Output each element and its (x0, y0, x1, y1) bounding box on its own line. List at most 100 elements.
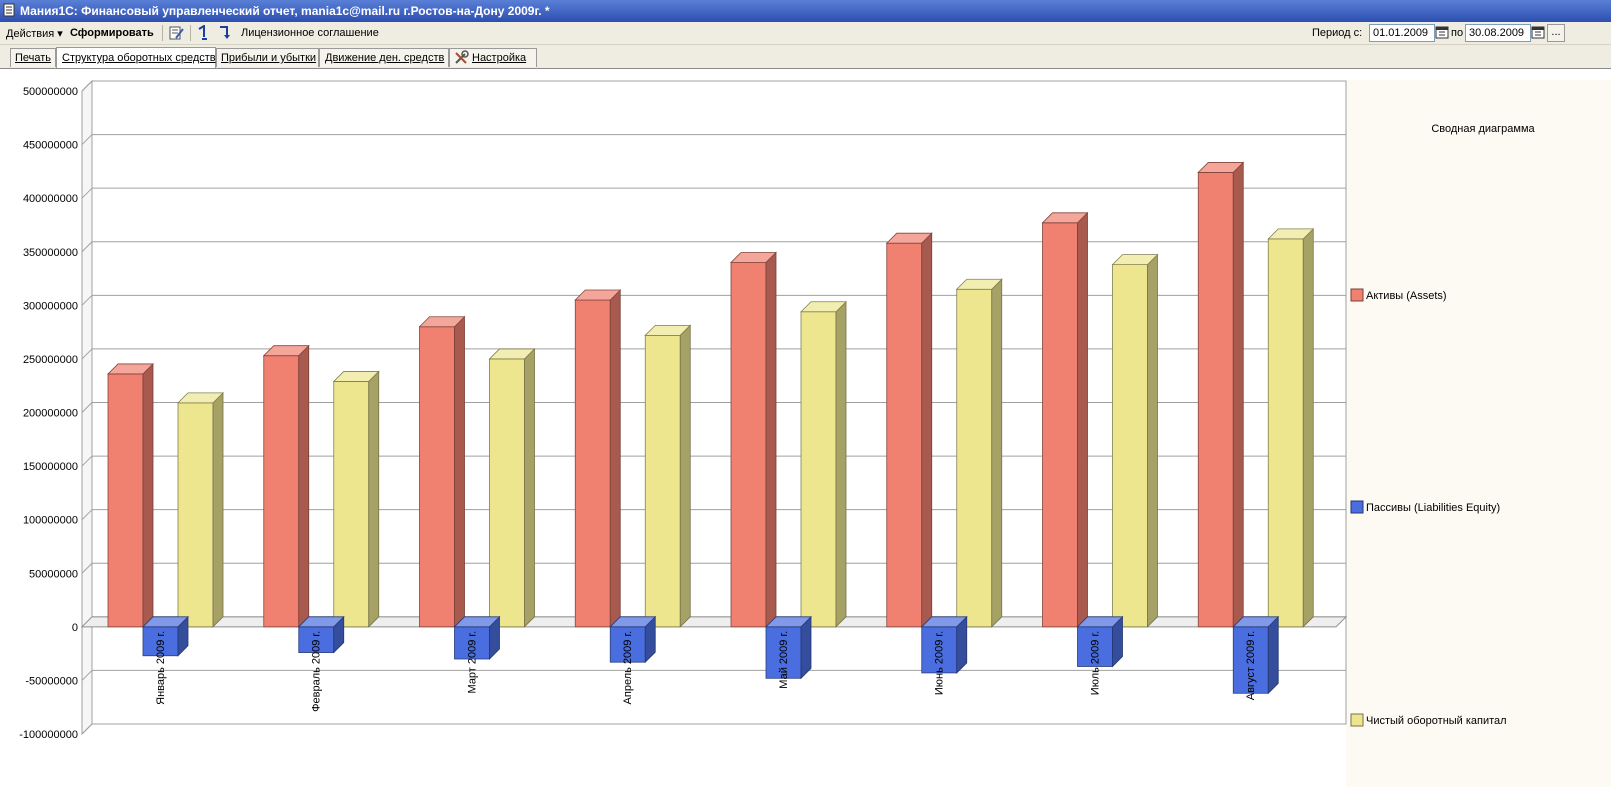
bar-front (574, 299, 611, 628)
bar-front (1267, 238, 1304, 628)
bar-side (800, 615, 812, 680)
bar-side (368, 370, 380, 628)
bar-assets (885, 232, 933, 628)
gridline (81, 294, 93, 306)
bar-front (730, 262, 767, 628)
bar-side (142, 362, 154, 628)
bar-liabilities (765, 615, 812, 680)
period-to-label: по (1451, 27, 1464, 39)
actions-menu[interactable]: Действия ▾ (6, 27, 63, 40)
bar-top (418, 316, 466, 328)
tab-label: Структура оборотных средств (62, 52, 216, 64)
calendar-icon[interactable] (1435, 25, 1449, 39)
gridline (81, 509, 93, 521)
generate-button[interactable]: Сформировать (70, 27, 154, 39)
tab-current-assets-structure[interactable]: Структура оборотных средств (56, 47, 216, 68)
actions-label: Действия (6, 28, 55, 40)
help-icon[interactable] (196, 25, 210, 41)
bar-liabilities (1076, 615, 1124, 668)
bar-liabilities (142, 615, 189, 657)
bar-side (524, 347, 535, 628)
tab-label: Прибыли и убытки (221, 52, 317, 64)
bar-top (765, 616, 812, 628)
bar-top (574, 289, 622, 301)
bar-top (1197, 162, 1245, 173)
y-tick-label: 200000000 (23, 408, 78, 420)
tab-profit-loss[interactable]: Прибыли и убытки (216, 48, 319, 67)
y-tick-label: 150000000 (23, 461, 78, 473)
bar-side (298, 344, 310, 628)
x-tick-label: Май 2009 г. (778, 631, 790, 689)
bar-front (1197, 172, 1234, 628)
bar-top (885, 232, 933, 244)
bar-front (956, 288, 993, 628)
bar-working-capital (177, 391, 224, 628)
tab-settings[interactable]: Настройка (449, 48, 537, 67)
license-agreement-button[interactable]: Лицензионное соглашение (241, 27, 379, 39)
bar-front (1077, 626, 1113, 667)
x-tick-label: Март 2009 г. (466, 631, 478, 694)
bar-top (800, 301, 847, 313)
bar-side (454, 315, 465, 628)
y-tick-label: 350000000 (23, 247, 78, 259)
chart-title: Сводная диаграмма (1431, 123, 1535, 135)
legend-label: Чистый оборотный капитал (1366, 715, 1507, 727)
bar-top (107, 363, 154, 375)
bar-side (1077, 211, 1088, 628)
bar-side (609, 289, 621, 628)
gridline (81, 402, 93, 413)
bar-side (1232, 161, 1244, 628)
period-from-field[interactable]: 01.01.2009 (1369, 24, 1435, 42)
bar-front (886, 242, 923, 628)
bar-working-capital (1267, 227, 1315, 628)
calendar-icon[interactable] (1531, 25, 1545, 39)
bar-top (920, 616, 968, 628)
arrow-icon[interactable] (218, 25, 234, 41)
bar-working-capital (488, 347, 536, 628)
period-to-field[interactable]: 30.08.2009 (1465, 24, 1531, 42)
legend-label: Пассивы (Liabilities Equity) (1366, 502, 1500, 514)
period-select-button[interactable]: ... (1547, 24, 1565, 42)
report-area: 500000000 450000000 400000000 350000000 3000… (0, 69, 1611, 787)
dropdown-arrow-icon: ▾ (57, 28, 63, 40)
edit-icon[interactable] (168, 25, 184, 41)
bar-working-capital (955, 278, 1003, 628)
bar-top (955, 278, 1003, 290)
bar-top (332, 371, 380, 382)
gridline (81, 670, 93, 681)
x-tick-label: Февраль 2009 г. (311, 631, 323, 712)
bar-front (263, 355, 300, 628)
title-bar: Мания1С: Финансовый управленческий отчет… (0, 0, 1611, 22)
bar-top (142, 616, 189, 628)
bar-front (419, 326, 455, 628)
bar-side (212, 391, 224, 628)
bar-top (177, 392, 224, 404)
tab-label: Настройка (472, 52, 527, 64)
toolbar-separator (162, 25, 163, 41)
bar-liabilities (297, 615, 345, 654)
bar-top (262, 345, 310, 357)
bar-assets (1041, 211, 1089, 628)
bar-top (1076, 616, 1124, 628)
tab-print[interactable]: Печать (10, 48, 56, 67)
bar-working-capital (644, 324, 692, 628)
gridline (81, 723, 93, 735)
bar-working-capital (1111, 253, 1159, 628)
gridline (81, 187, 93, 199)
bar-assets (262, 344, 310, 628)
bar-assets (418, 315, 466, 628)
tab-cash-flow[interactable]: Движение ден. средств (319, 48, 449, 67)
window-title: Мания1С: Финансовый управленческий отчет… (20, 4, 550, 18)
summary-chart: 5000000004500000004000000003500000003000… (19, 79, 1611, 787)
x-tick-label: Июнь 2009 г. (934, 631, 946, 695)
y-tick-label: 500000000 (23, 86, 78, 98)
bar-top (453, 616, 501, 628)
gridline (81, 455, 93, 467)
bar-side (1267, 615, 1279, 695)
bar-side (1302, 227, 1314, 628)
bar-side (1147, 253, 1158, 628)
bar-side (991, 278, 1003, 628)
gridline (81, 134, 93, 145)
y-tick-label: 450000000 (23, 140, 78, 152)
y-tick-label: 50000000 (29, 568, 78, 580)
